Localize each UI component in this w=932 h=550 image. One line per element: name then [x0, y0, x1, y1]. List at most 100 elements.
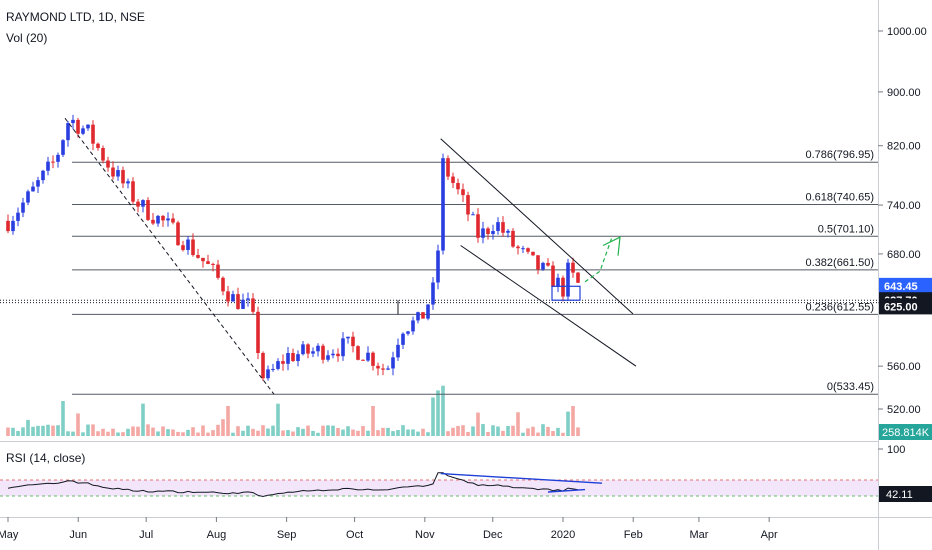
volume-bar [176, 431, 180, 436]
candle-body [266, 369, 270, 379]
candle-body [261, 352, 265, 379]
volume-bar [201, 425, 205, 436]
candle-body [351, 336, 355, 347]
volume-bar [186, 429, 190, 436]
candle-body [276, 361, 280, 369]
candle-body [186, 239, 190, 250]
time-tick-label: Apr [761, 529, 778, 541]
candle-body [251, 298, 255, 312]
volume-bar [351, 429, 355, 436]
candle-body [421, 312, 425, 319]
volume-bar [221, 419, 225, 436]
volume-bar [106, 431, 110, 436]
fib-level-label: 0.5(701.10) [818, 223, 874, 235]
volume-bar [196, 432, 200, 436]
volume-bar [521, 432, 525, 436]
volume-bar [516, 412, 520, 436]
volume-bar [131, 426, 135, 436]
volume-bar [456, 425, 460, 436]
volume-bar [461, 425, 465, 436]
volume-bar [61, 401, 65, 436]
rsi-indicator-label: RSI (14, close) [6, 451, 86, 465]
volume-bar [31, 426, 35, 436]
candle-body [411, 320, 415, 332]
candle-body [461, 189, 465, 196]
volume-bar [311, 430, 315, 436]
volume-bar [81, 432, 85, 436]
volume-bar [96, 431, 100, 436]
candle-body [76, 119, 80, 134]
candle-body [456, 183, 460, 190]
volume-bar [126, 428, 130, 436]
volume-bar [121, 432, 125, 436]
volume-bar [216, 424, 220, 436]
volume-bar [181, 432, 185, 436]
candle-body [516, 246, 520, 249]
candle-body [386, 368, 390, 370]
rsi-band [0, 480, 878, 496]
volume-bar [76, 413, 80, 436]
volume-bar [436, 390, 440, 436]
volume-bar [486, 432, 490, 436]
volume-bar [346, 426, 350, 436]
time-tick-label: Feb [624, 529, 643, 541]
volume-bar [116, 432, 120, 436]
volume-bar [101, 428, 105, 436]
candle-body [426, 304, 430, 319]
time-tick-label: Mar [689, 529, 708, 541]
candle-body [41, 170, 45, 181]
candle-body [256, 311, 260, 353]
candle-body [166, 218, 170, 221]
volume-bar [236, 426, 240, 436]
candle-body [121, 170, 125, 184]
volume-bar [161, 426, 165, 436]
rsi-trend-line [440, 472, 603, 484]
candle-body [501, 222, 505, 233]
volume-bar [426, 432, 430, 436]
candle-body [181, 245, 185, 250]
candle-body [241, 299, 245, 309]
volume-indicator-label: Vol (20) [6, 31, 48, 45]
candle-body [556, 277, 560, 287]
rsi-current-label: 42.11 [886, 489, 913, 501]
candle-body [486, 228, 490, 235]
volume-bar [336, 427, 340, 436]
volume-bar [546, 426, 550, 436]
volume-bar [46, 424, 50, 436]
volume-bar [416, 431, 420, 436]
volume-bar [231, 432, 235, 436]
price-tick-label: 1000.00 [887, 26, 927, 38]
candle-body [331, 353, 335, 356]
volume-bar [281, 430, 285, 436]
candle-body [106, 160, 110, 168]
volume-bar [471, 426, 475, 436]
candle-body [176, 222, 180, 246]
channel-lower-line [460, 245, 637, 367]
candle-body [531, 251, 535, 256]
volume-bar [26, 419, 30, 436]
time-tick-label: 2020 [551, 529, 575, 541]
fib-level-label: 0.786(796.95) [806, 149, 875, 161]
volume-bar [356, 430, 360, 436]
volume-bar [246, 425, 250, 436]
candle-body [156, 215, 160, 224]
candle-body [346, 336, 350, 339]
volume-bar [66, 431, 70, 436]
volume-bar [526, 428, 530, 436]
candle-body [526, 248, 530, 252]
volume-bar [276, 403, 280, 436]
rsi-current-bg [879, 486, 932, 502]
price-tick-label: 680.00 [887, 249, 921, 261]
volume-bar [191, 427, 195, 436]
volume-bar [141, 403, 145, 436]
volume-bar [56, 425, 60, 436]
volume-bar [561, 432, 565, 436]
candle-body [226, 291, 230, 302]
price-tick-label: 520.00 [887, 404, 921, 416]
candle-body [231, 294, 235, 302]
volume-bar [146, 424, 150, 436]
candle-body [211, 263, 215, 265]
candle-body [146, 200, 150, 220]
volume-bar [171, 429, 175, 436]
